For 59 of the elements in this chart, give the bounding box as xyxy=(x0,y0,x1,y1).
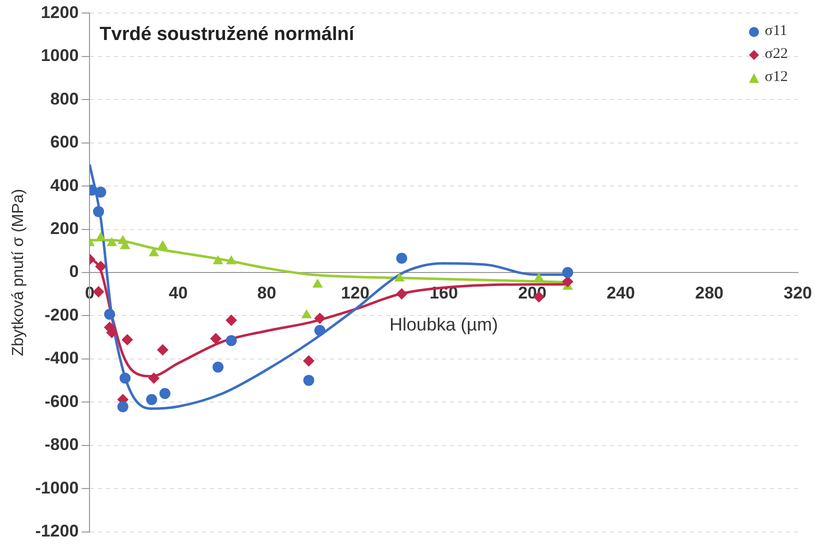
point xyxy=(562,276,574,288)
y-tick-label: 600 xyxy=(50,132,79,152)
x-tick-label: 80 xyxy=(257,283,276,302)
point xyxy=(159,388,170,400)
legend-label: σ12 xyxy=(764,69,788,86)
x-tick-label: 40 xyxy=(168,283,188,302)
point xyxy=(149,248,159,256)
point xyxy=(148,372,160,384)
point xyxy=(93,206,104,218)
point xyxy=(396,288,408,300)
y-tick-label: -400 xyxy=(44,348,79,368)
point xyxy=(303,374,314,386)
y-tick-label: -600 xyxy=(44,392,79,411)
x-tick-label: 320 xyxy=(784,283,812,302)
x-tick-label: 120 xyxy=(341,283,370,302)
x-axis-title: Hloubka (µm) xyxy=(390,314,498,335)
point xyxy=(210,333,222,344)
y-tick-label: 400 xyxy=(50,176,79,195)
point xyxy=(93,286,104,298)
point xyxy=(158,240,168,250)
y-tick-label: 0 xyxy=(69,262,79,282)
point xyxy=(534,273,544,282)
y-tick-label: -800 xyxy=(44,435,79,454)
point xyxy=(157,344,168,356)
point xyxy=(106,238,117,246)
point xyxy=(303,355,314,366)
y-tick-label: 1200 xyxy=(40,2,79,22)
point xyxy=(104,308,116,320)
point xyxy=(226,256,236,264)
point xyxy=(212,362,224,373)
y-tick-label: -1000 xyxy=(35,478,79,498)
point xyxy=(226,335,237,346)
point xyxy=(95,260,106,272)
point xyxy=(562,267,574,278)
point xyxy=(314,324,326,336)
y-tick-label: -1200 xyxy=(35,521,79,540)
y-tick-label: 200 xyxy=(50,218,79,238)
point xyxy=(96,232,106,241)
point xyxy=(312,279,322,288)
point xyxy=(117,401,128,412)
point xyxy=(146,394,158,406)
y-tick-label: 800 xyxy=(50,89,79,108)
text: Tvrdé soustružené normální xyxy=(100,24,355,45)
point xyxy=(394,273,404,282)
y-tick-label: -200 xyxy=(44,305,79,324)
point xyxy=(226,314,237,326)
point xyxy=(120,372,131,384)
x-tick-label: 240 xyxy=(606,283,635,302)
legend-label: σ22 xyxy=(764,46,788,64)
point xyxy=(396,252,408,264)
legend-label: σ11 xyxy=(764,23,788,40)
point xyxy=(106,327,118,338)
point xyxy=(213,256,223,264)
y-tick-label: 1000 xyxy=(40,46,79,66)
point xyxy=(302,310,312,318)
point xyxy=(122,334,133,346)
x-tick-label: 280 xyxy=(695,283,724,302)
y-axis-title: Zbytková pnutí σ (MPa) xyxy=(10,188,28,356)
point xyxy=(314,312,326,324)
